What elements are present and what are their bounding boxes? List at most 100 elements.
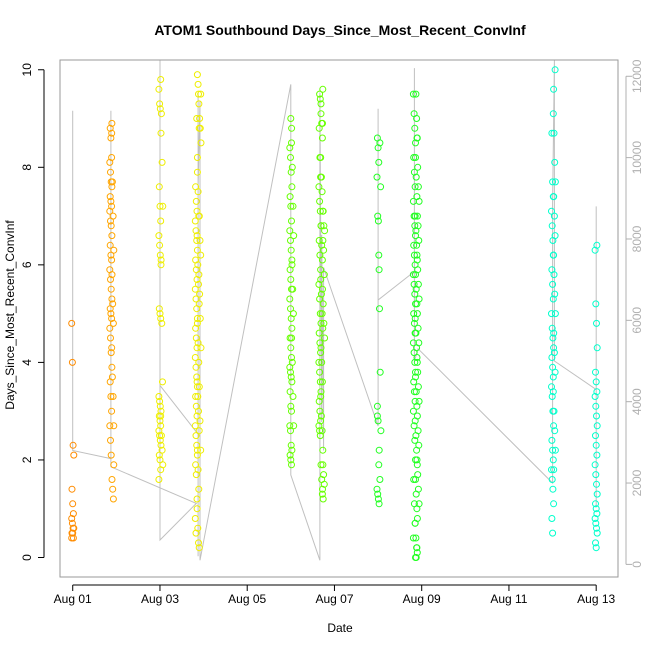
data-point	[375, 461, 383, 469]
data-point	[550, 500, 558, 508]
data-point	[107, 393, 115, 400]
data-point	[412, 554, 420, 561]
data-point	[549, 446, 557, 454]
data-point	[593, 524, 600, 532]
data-point	[106, 124, 114, 132]
data-point	[375, 446, 383, 454]
y-tick-label: 0	[20, 554, 34, 561]
data-point	[374, 490, 382, 498]
data-point	[317, 276, 325, 283]
data-points	[68, 66, 601, 561]
chart-title: ATOM1 Southbound Days_Since_Most_Recent_…	[154, 22, 526, 38]
data-point	[410, 310, 418, 318]
data-point	[550, 85, 558, 93]
data-point	[315, 280, 323, 288]
data-point	[551, 290, 559, 298]
data-point	[195, 485, 203, 493]
data-point	[551, 310, 559, 318]
data-point	[414, 324, 422, 332]
data-point	[288, 358, 296, 366]
data-point	[315, 329, 323, 337]
data-point	[286, 227, 294, 235]
data-point	[551, 446, 559, 454]
data-point	[197, 251, 205, 259]
data-point	[409, 534, 417, 542]
data-point	[316, 427, 324, 435]
data-point	[551, 178, 559, 186]
data-point	[288, 324, 296, 332]
data-point	[373, 402, 381, 410]
data-point	[157, 412, 165, 420]
data-point	[193, 446, 201, 454]
data-point	[374, 417, 382, 425]
data-point	[376, 476, 384, 483]
data-point	[192, 227, 200, 235]
data-point	[411, 290, 419, 298]
data-point	[288, 261, 296, 269]
data-point	[192, 324, 200, 332]
data-point	[413, 354, 421, 361]
data-point	[593, 422, 601, 430]
data-point	[156, 402, 164, 410]
data-point	[158, 319, 166, 327]
data-point	[289, 202, 297, 210]
data-point	[374, 495, 382, 503]
y-right-tick-label: 2000	[630, 469, 644, 496]
data-point	[551, 232, 559, 240]
data-point	[592, 500, 599, 508]
data-point	[107, 436, 114, 444]
data-point	[157, 407, 165, 415]
data-point	[317, 388, 325, 396]
data-point	[290, 422, 298, 430]
data-point	[106, 422, 114, 430]
data-point	[316, 407, 324, 415]
data-point	[108, 476, 116, 483]
data-point	[549, 334, 557, 342]
data-point	[156, 436, 164, 444]
data-point	[550, 212, 558, 220]
data-point	[549, 529, 557, 537]
data-point	[288, 354, 295, 361]
data-point	[195, 300, 203, 308]
data-point	[550, 422, 558, 430]
data-point	[157, 256, 165, 264]
data-point	[155, 393, 163, 400]
data-point	[592, 505, 600, 513]
data-point	[69, 529, 77, 537]
data-point	[319, 300, 327, 308]
data-point	[415, 397, 423, 405]
data-point	[550, 466, 558, 474]
data-point	[319, 237, 327, 244]
data-point	[288, 139, 295, 147]
data-point	[108, 373, 116, 381]
data-point	[156, 397, 164, 405]
data-point	[413, 212, 421, 220]
data-point	[110, 422, 118, 430]
data-point	[109, 319, 117, 327]
data-point	[315, 358, 323, 366]
data-point	[412, 534, 420, 542]
data-point	[157, 76, 165, 83]
data-point	[411, 124, 419, 132]
data-point	[107, 134, 115, 142]
data-point	[197, 90, 205, 98]
data-point	[69, 441, 77, 449]
y-right-tick-label: 4000	[630, 388, 644, 415]
data-point	[68, 319, 76, 327]
data-point	[107, 197, 115, 205]
data-point	[108, 344, 116, 352]
data-point	[411, 222, 419, 230]
data-point	[413, 461, 421, 469]
data-point	[107, 285, 115, 293]
data-point	[375, 266, 383, 274]
data-point	[108, 178, 116, 186]
data-point	[195, 544, 203, 552]
data-point	[412, 232, 419, 240]
data-point	[155, 85, 163, 93]
data-point	[156, 105, 164, 113]
data-point	[548, 393, 556, 400]
data-point	[196, 290, 204, 298]
data-point	[287, 154, 294, 161]
data-point	[592, 432, 599, 440]
